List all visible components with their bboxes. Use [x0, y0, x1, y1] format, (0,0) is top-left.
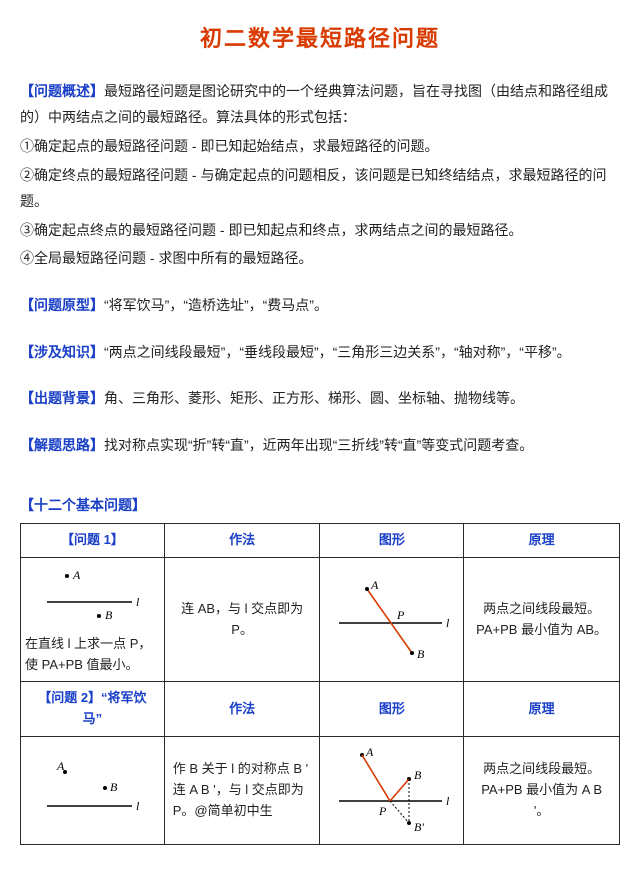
svg-text:l: l [136, 799, 140, 813]
page-title: 初二数学最短路径问题 [20, 18, 620, 60]
problem-2-principle: 两点之间线段最短。 PA+PB 最小值为 A B '。 [464, 736, 620, 844]
svg-text:B: B [417, 647, 425, 661]
prototype-label: 【问题原型】 [20, 297, 104, 313]
overview-item-2: ②确定终点的最短路径问题 - 与确定起点的问题相反，该问题是已知终结结点，求最短… [20, 162, 620, 215]
header-problem-2: 【问题 2】“将军饮马” [21, 682, 165, 737]
problem-1-principle-2: PA+PB 最小值为 AB。 [472, 620, 611, 641]
problems-table: 【问题 1】 作法 图形 原理 A l B 在直线 l 上求一点 P，使 PA+… [20, 523, 620, 845]
problem-1-principle-1: 两点之间线段最短。 [472, 599, 611, 620]
table-header-row-1: 【问题 1】 作法 图形 原理 [21, 523, 620, 557]
prototype-text: “将军饮马”，“造桥选址”，“费马点”。 [104, 297, 328, 313]
thinking-label: 【解题思路】 [20, 437, 104, 453]
svg-text:B: B [105, 608, 113, 622]
svg-text:A: A [365, 745, 374, 759]
svg-text:P: P [396, 608, 405, 622]
problem-2-given-diagram: A B l [37, 756, 147, 824]
header-method: 作法 [164, 523, 320, 557]
overview-text: 最短路径问题是图论研究中的一个经典算法问题，旨在寻找图（由结点和路径组成的）中两… [20, 83, 608, 126]
header-figure: 图形 [320, 523, 464, 557]
svg-text:P: P [378, 804, 387, 818]
knowledge-para: 【涉及知识】“两点之间线段最短”，“垂线段最短”，“三角形三边关系”，“轴对称”… [20, 339, 620, 366]
background-label: 【出题背景】 [20, 390, 104, 406]
svg-text:B': B' [414, 820, 424, 834]
table-row-2: A B l 作 B 关于 l 的对称点 B ' 连 A B '，与 l 交点即为… [21, 736, 620, 844]
problem-1-principle: 两点之间线段最短。 PA+PB 最小值为 AB。 [464, 557, 620, 682]
svg-text:B: B [110, 780, 118, 794]
svg-text:B: B [414, 768, 422, 782]
table-header-row-2: 【问题 2】“将军饮马” 作法 图形 原理 [21, 682, 620, 737]
svg-text:A: A [370, 578, 379, 592]
header-principle: 原理 [464, 523, 620, 557]
header-method-2: 作法 [164, 682, 320, 737]
header-principle-2: 原理 [464, 682, 620, 737]
overview-item-1: ①确定起点的最短路径问题 - 即已知起始结点，求最短路径的问题。 [20, 133, 620, 160]
prototype-para: 【问题原型】“将军饮马”，“造桥选址”，“费马点”。 [20, 292, 620, 319]
overview-item-3: ③确定起点终点的最短路径问题 - 即已知起点和终点，求两结点之间的最短路径。 [20, 217, 620, 244]
svg-text:A: A [72, 568, 81, 582]
problem-2-method: 作 B 关于 l 的对称点 B ' 连 A B '，与 l 交点即为 P。@简单… [164, 736, 320, 844]
header-figure-2: 图形 [320, 682, 464, 737]
problem-2-solution-diagram: l A B B' P [327, 743, 457, 838]
background-text: 角、三角形、菱形、矩形、正方形、梯形、圆、坐标轴、抛物线等。 [104, 390, 524, 406]
knowledge-text: “两点之间线段最短”，“垂线段最短”，“三角形三边关系”，“轴对称”，“平移”。 [104, 344, 571, 360]
problem-2-desc: A B l [21, 736, 165, 844]
twelve-problems-label: 【十二个基本问题】 [20, 492, 620, 519]
thinking-text: 找对称点实现“折”转“直”，近两年出现“三折线”转“直”等变式问题考查。 [104, 437, 533, 453]
problem-1-desc: A l B 在直线 l 上求一点 P，使 PA+PB 值最小。 [21, 557, 165, 682]
problem-1-figure: l A B P [320, 557, 464, 682]
thinking-para: 【解题思路】找对称点实现“折”转“直”，近两年出现“三折线”转“直”等变式问题考… [20, 432, 620, 459]
problem-2-principle-1: 两点之间线段最短。 [472, 759, 611, 780]
overview-item-4: ④全局最短路径问题 - 求图中所有的最短路径。 [20, 245, 620, 272]
problem-1-method: 连 AB，与 l 交点即为 P。 [164, 557, 320, 682]
svg-text:l: l [446, 616, 450, 630]
overview-para: 【问题概述】最短路径问题是图论研究中的一个经典算法问题，旨在寻找图（由结点和路径… [20, 78, 620, 131]
problem-1-desc-text: 在直线 l 上求一点 P，使 PA+PB 值最小。 [25, 634, 160, 676]
svg-text:l: l [136, 595, 140, 609]
problem-1-given-diagram: A l B [37, 564, 147, 634]
svg-text:l: l [446, 794, 450, 808]
problem-2-figure: l A B B' P [320, 736, 464, 844]
table-row-1: A l B 在直线 l 上求一点 P，使 PA+PB 值最小。 连 AB，与 l… [21, 557, 620, 682]
header-problem-1: 【问题 1】 [21, 523, 165, 557]
svg-text:A: A [56, 759, 65, 773]
overview-label: 【问题概述】 [20, 83, 104, 99]
background-para: 【出题背景】角、三角形、菱形、矩形、正方形、梯形、圆、坐标轴、抛物线等。 [20, 385, 620, 412]
knowledge-label: 【涉及知识】 [20, 344, 104, 360]
problem-2-principle-2: PA+PB 最小值为 A B '。 [472, 780, 611, 822]
problem-1-solution-diagram: l A B P [327, 575, 457, 665]
